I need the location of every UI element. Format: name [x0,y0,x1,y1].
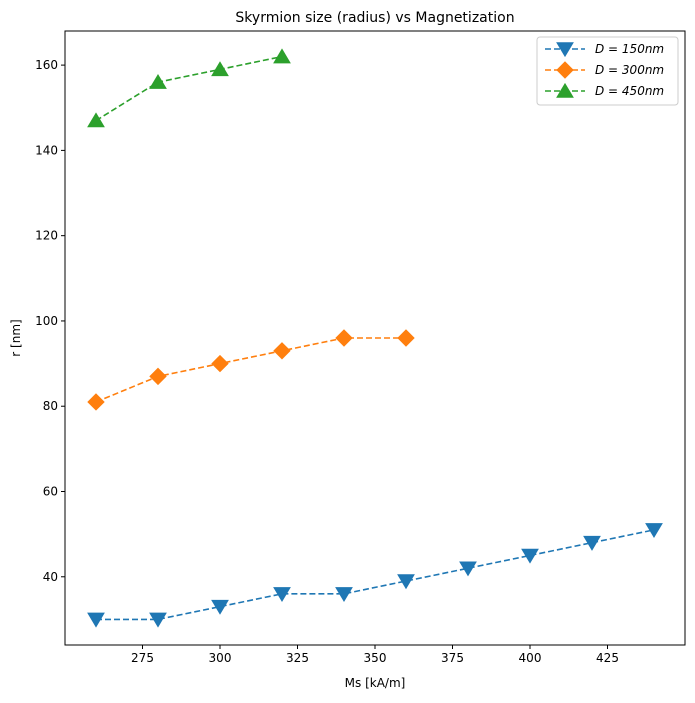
y-tick-label: 100 [35,314,58,328]
y-tick-label: 160 [35,58,58,72]
series-1 [88,524,662,627]
y-tick-label: 120 [35,229,58,243]
y-axis-label: r [nm] [9,319,23,356]
y-axis: 40 60 80 100 120 140 160 [35,58,65,584]
legend-label: D = 300nm [595,63,664,77]
y-tick-label: 40 [43,570,58,584]
plot-area [88,49,662,626]
x-tick-label: 425 [596,651,619,665]
legend-label: D = 150nm [595,42,664,56]
series-line [96,530,654,620]
data-point [398,330,414,346]
legend: D = 150nm D = 300nm D = 450nm [537,37,678,105]
x-tick-label: 275 [131,651,154,665]
x-tick-label: 300 [209,651,232,665]
x-axis-label: Ms [kA/m] [345,676,406,690]
data-point [212,356,228,372]
legend-label: D = 450nm [595,84,664,98]
data-point [212,62,228,75]
x-tick-label: 375 [441,651,464,665]
chart-title: Skyrmion size (radius) vs Magnetization [235,10,514,26]
y-tick-label: 60 [43,485,58,499]
series-2 [88,330,414,410]
y-tick-label: 80 [43,399,58,413]
series-line [96,338,406,402]
x-tick-label: 325 [286,651,309,665]
legend-item: D = 300nm [545,62,664,78]
data-point [88,113,104,126]
data-point [274,343,290,359]
data-point [150,75,166,88]
x-tick-label: 400 [519,651,542,665]
plot-frame [65,31,685,645]
data-point [88,394,104,410]
x-tick-label: 350 [364,651,387,665]
series-3 [88,49,290,126]
data-point [150,368,166,384]
data-point [274,49,290,62]
data-point [336,330,352,346]
x-axis: 275 300 325 350 375 400 425 [131,645,619,665]
y-tick-label: 140 [35,143,58,157]
series-line [96,57,282,121]
